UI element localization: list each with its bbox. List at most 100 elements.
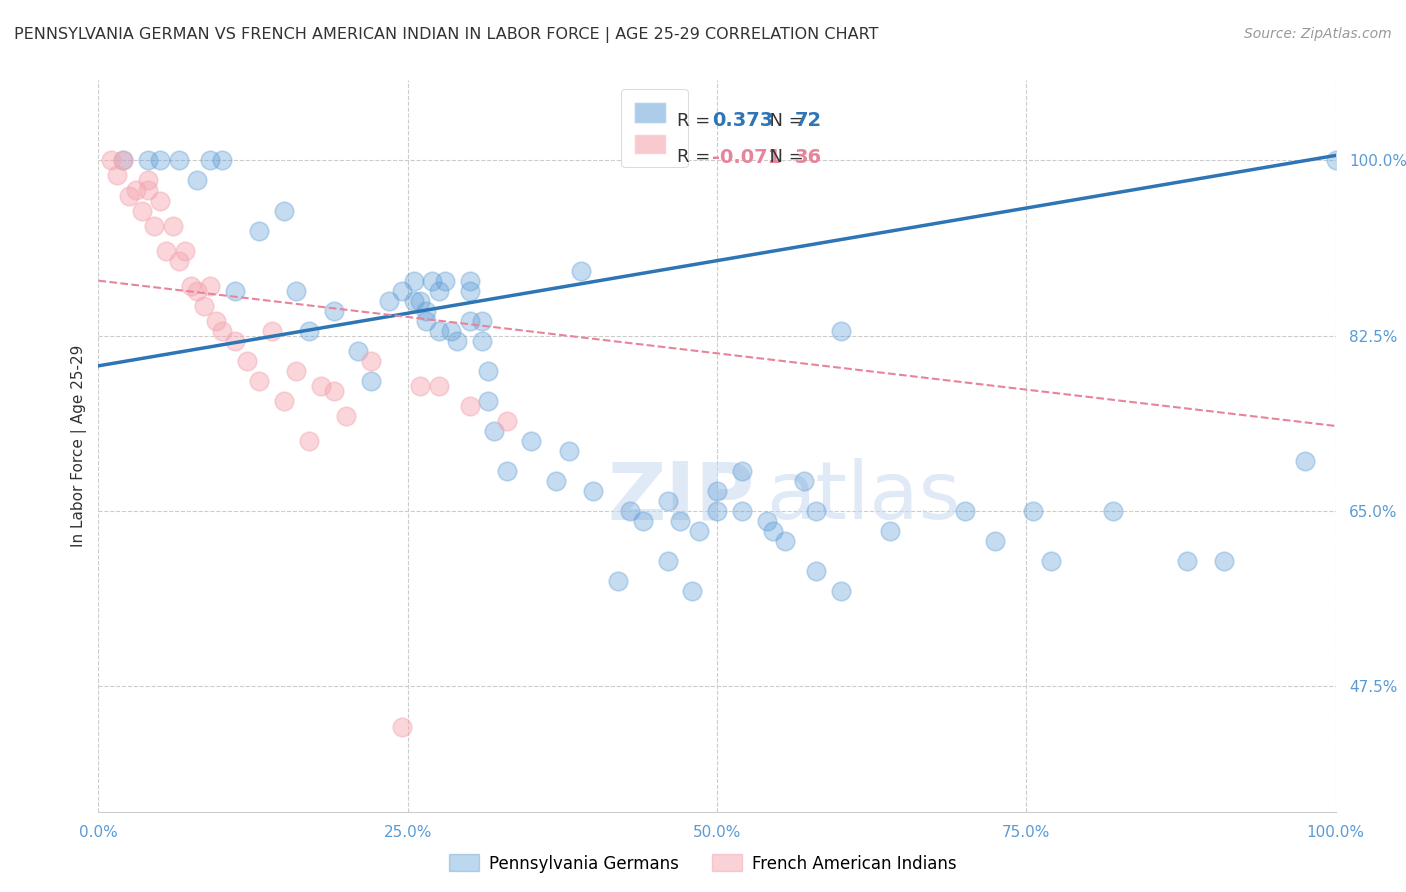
- Point: [804, 504, 827, 518]
- Point: [211, 324, 233, 338]
- Point: [607, 574, 630, 589]
- Point: [180, 278, 202, 293]
- Point: [247, 223, 270, 237]
- Point: [298, 324, 321, 338]
- Point: [458, 399, 481, 413]
- Text: atlas: atlas: [766, 458, 960, 536]
- Point: [755, 514, 778, 528]
- Point: [1040, 554, 1063, 568]
- Point: [762, 524, 785, 538]
- Y-axis label: In Labor Force | Age 25-29: In Labor Force | Age 25-29: [72, 345, 87, 547]
- Point: [427, 324, 450, 338]
- Point: [1175, 554, 1198, 568]
- Text: -0.071: -0.071: [711, 147, 782, 167]
- Point: [1213, 554, 1236, 568]
- Point: [224, 334, 246, 348]
- Text: Source: ZipAtlas.com: Source: ZipAtlas.com: [1244, 27, 1392, 41]
- Point: [731, 464, 754, 478]
- Point: [149, 194, 172, 208]
- Point: [167, 153, 190, 168]
- Point: [582, 484, 605, 499]
- Point: [569, 263, 592, 277]
- Point: [167, 253, 190, 268]
- Point: [458, 274, 481, 288]
- Text: R =: R =: [678, 148, 717, 166]
- Point: [440, 324, 463, 338]
- Point: [495, 414, 517, 428]
- Point: [402, 274, 425, 288]
- Point: [174, 244, 197, 258]
- Point: [247, 374, 270, 388]
- Text: R =: R =: [678, 112, 717, 129]
- Point: [484, 424, 506, 438]
- Point: [118, 188, 141, 202]
- Point: [657, 494, 679, 508]
- Point: [224, 284, 246, 298]
- Point: [143, 219, 166, 233]
- Point: [1294, 454, 1316, 468]
- Text: N =: N =: [758, 112, 810, 129]
- Point: [458, 314, 481, 328]
- Point: [100, 153, 122, 168]
- Point: [427, 379, 450, 393]
- Point: [793, 474, 815, 488]
- Point: [136, 184, 159, 198]
- Point: [198, 278, 221, 293]
- Point: [446, 334, 468, 348]
- Point: [149, 153, 172, 168]
- Point: [1021, 504, 1043, 518]
- Point: [309, 379, 332, 393]
- Point: [731, 504, 754, 518]
- Point: [471, 314, 494, 328]
- Legend: , : ,: [621, 89, 688, 167]
- Point: [495, 464, 517, 478]
- Point: [285, 284, 308, 298]
- Point: [131, 203, 153, 218]
- Point: [136, 173, 159, 187]
- Point: [706, 504, 728, 518]
- Point: [360, 374, 382, 388]
- Point: [427, 284, 450, 298]
- Point: [773, 534, 796, 549]
- Point: [186, 173, 208, 187]
- Point: [415, 314, 437, 328]
- Point: [162, 219, 184, 233]
- Point: [631, 514, 654, 528]
- Point: [657, 554, 679, 568]
- Point: [335, 409, 357, 423]
- Legend: Pennsylvania Germans, French American Indians: Pennsylvania Germans, French American In…: [443, 847, 963, 880]
- Point: [879, 524, 901, 538]
- Point: [706, 484, 728, 499]
- Point: [193, 299, 215, 313]
- Point: [669, 514, 692, 528]
- Point: [322, 303, 344, 318]
- Point: [347, 343, 370, 358]
- Text: 36: 36: [794, 147, 823, 167]
- Point: [391, 284, 413, 298]
- Point: [112, 153, 135, 168]
- Point: [415, 303, 437, 318]
- Text: 0.373: 0.373: [711, 111, 773, 130]
- Point: [546, 474, 568, 488]
- Point: [619, 504, 641, 518]
- Point: [409, 293, 432, 308]
- Point: [112, 153, 135, 168]
- Point: [433, 274, 456, 288]
- Point: [1324, 153, 1347, 168]
- Point: [360, 354, 382, 368]
- Point: [124, 184, 146, 198]
- Point: [458, 284, 481, 298]
- Point: [105, 169, 128, 183]
- Point: [273, 203, 295, 218]
- Point: [236, 354, 259, 368]
- Point: [830, 584, 852, 599]
- Point: [378, 293, 401, 308]
- Point: [298, 434, 321, 448]
- Text: ZIP: ZIP: [607, 458, 754, 536]
- Point: [155, 244, 177, 258]
- Point: [688, 524, 710, 538]
- Point: [477, 364, 499, 378]
- Point: [198, 153, 221, 168]
- Point: [804, 564, 827, 578]
- Point: [322, 384, 344, 398]
